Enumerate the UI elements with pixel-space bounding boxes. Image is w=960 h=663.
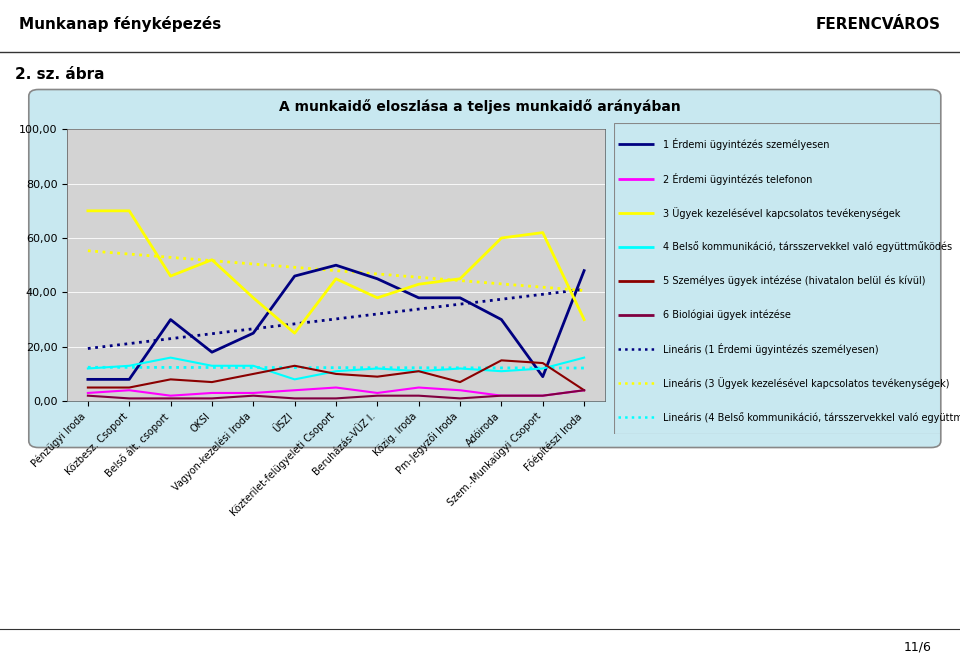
Text: Lineáris (1 Érdemi ügyintézés személyesen): Lineáris (1 Érdemi ügyintézés személyese… — [663, 343, 879, 355]
Text: 5 Személyes ügyek intézése (hivatalon belül és kívül): 5 Személyes ügyek intézése (hivatalon be… — [663, 276, 925, 286]
Text: 4 Belső kommunikáció, társszervekkel való együttműködés: 4 Belső kommunikáció, társszervekkel val… — [663, 241, 952, 252]
Text: 3 Ügyek kezelésével kapcsolatos tevékenységek: 3 Ügyek kezelésével kapcsolatos tevékeny… — [663, 207, 900, 219]
Text: 11/6: 11/6 — [903, 640, 931, 654]
Text: FERENCVÁROS: FERENCVÁROS — [816, 17, 941, 32]
FancyBboxPatch shape — [29, 90, 941, 448]
Text: 2 Érdemi ügyintézés telefonon: 2 Érdemi ügyintézés telefonon — [663, 172, 813, 184]
Text: Lineáris (3 Ügyek kezelésével kapcsolatos tevékenységek): Lineáris (3 Ügyek kezelésével kapcsolato… — [663, 377, 949, 389]
Text: A munkaidő eloszlása a teljes munkaidő arányában: A munkaidő eloszlása a teljes munkaidő a… — [279, 99, 681, 113]
Text: Lineáris (4 Belső kommunikáció, társszervekkel való együttműködés ): Lineáris (4 Belső kommunikáció, társszer… — [663, 412, 960, 423]
Text: 1 Érdemi ügyintézés személyesen: 1 Érdemi ügyintézés személyesen — [663, 139, 829, 151]
Text: 6 Biológiai ügyek intézése: 6 Biológiai ügyek intézése — [663, 310, 791, 320]
Text: Munkanap fényképezés: Munkanap fényképezés — [19, 17, 222, 32]
Text: 2. sz. ábra: 2. sz. ábra — [15, 67, 105, 82]
